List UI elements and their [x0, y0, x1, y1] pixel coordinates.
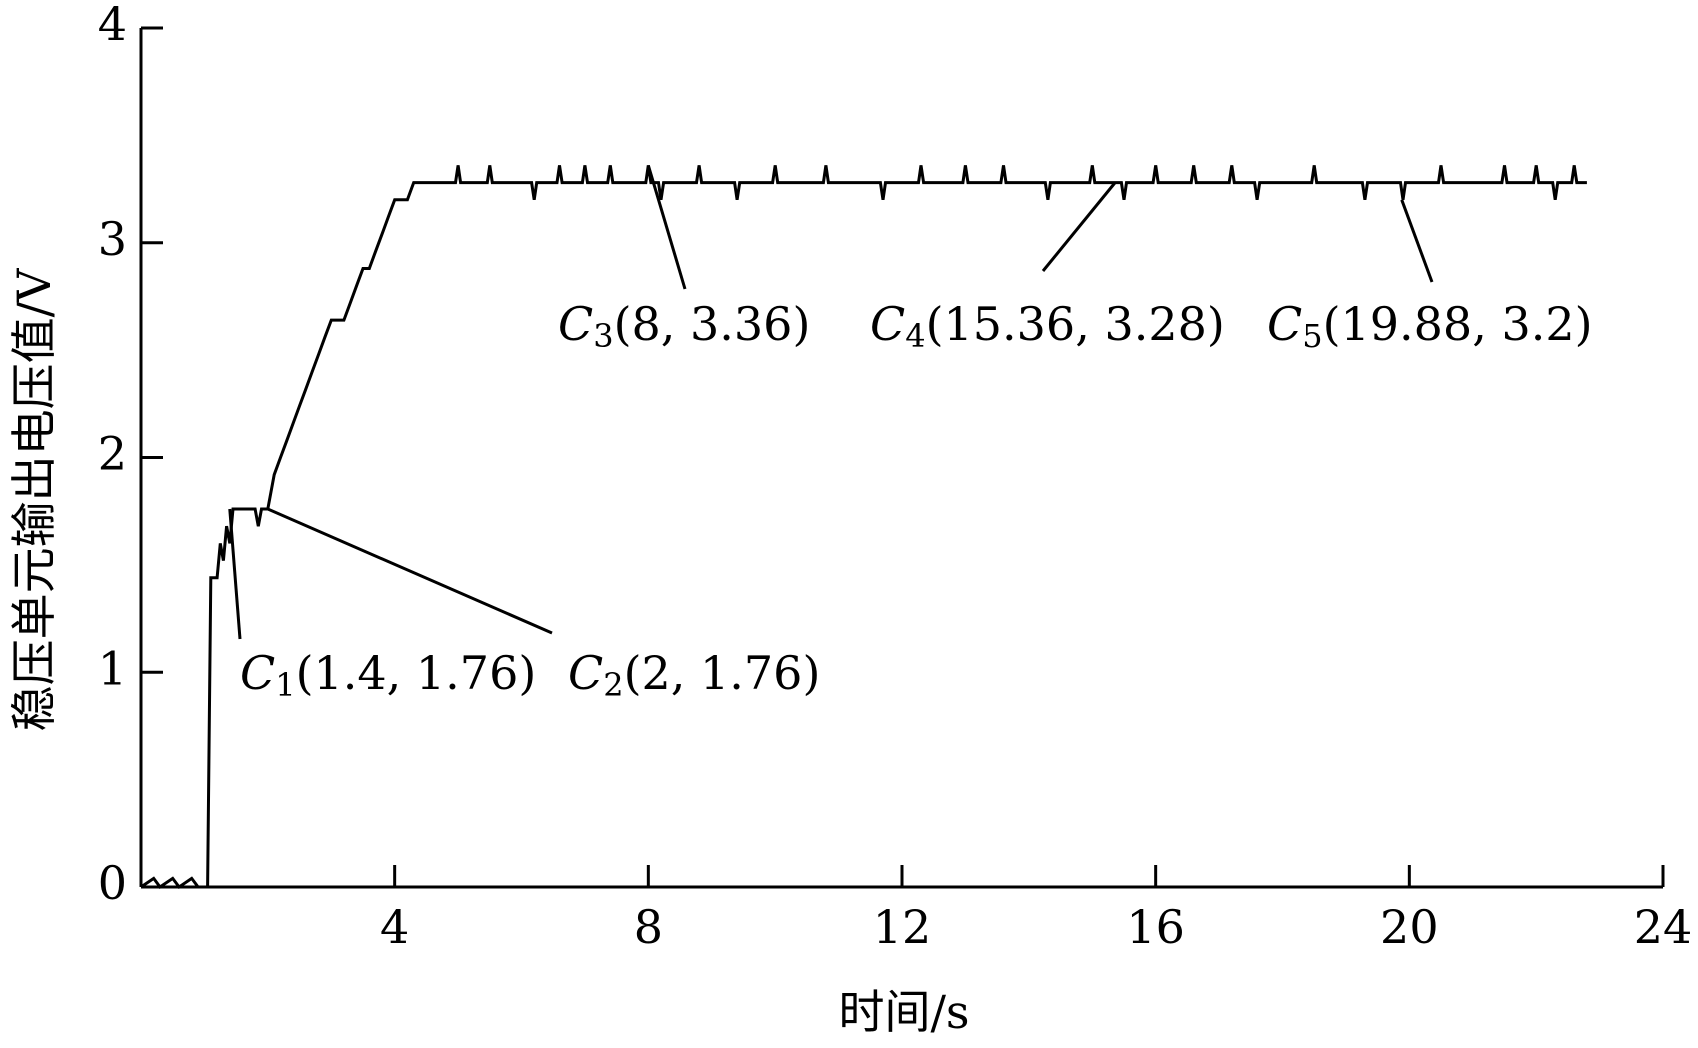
annotation-letter: C	[1267, 297, 1302, 351]
annotation-letter: C	[558, 297, 593, 351]
annotation-text: (19.88, 3.2)	[1323, 297, 1593, 351]
x-tick-label: 12	[873, 900, 932, 954]
annotation: C1(1.4, 1.76)	[240, 646, 536, 704]
annotation-subscript: 5	[1302, 317, 1322, 355]
y-tick-label: 3	[98, 212, 127, 266]
annotation-text: (15.36, 3.28)	[926, 297, 1225, 351]
annotation-leader	[646, 165, 687, 290]
annotation: C3(8, 3.36)	[558, 297, 810, 355]
annotation-text: (2, 1.76)	[624, 646, 821, 700]
annotation: C4(15.36, 3.28)	[870, 297, 1225, 355]
y-tick-label: 0	[98, 856, 127, 910]
x-tick-label: 24	[1634, 900, 1693, 954]
annotation-leader	[1400, 199, 1434, 283]
annotation-subscript: 2	[603, 666, 623, 704]
annotation-text: (1.4, 1.76)	[296, 646, 537, 700]
annotation: C5(19.88, 3.2)	[1267, 297, 1593, 355]
annotation-leader	[1041, 181, 1117, 272]
y-axis-label: 稳压单元输出电压值/V	[7, 268, 61, 731]
x-tick-label: 8	[634, 900, 663, 954]
annotation-subscript: 4	[905, 317, 925, 355]
annotation: C2(2, 1.76)	[568, 646, 820, 704]
y-tick-label: 2	[98, 427, 127, 481]
annotation-letter: C	[240, 646, 275, 700]
annotation-subscript: 3	[593, 317, 613, 355]
x-tick-label: 20	[1380, 900, 1439, 954]
x-tick-label: 4	[380, 900, 409, 954]
annotation-leader	[267, 507, 553, 635]
x-tick-label: 16	[1126, 900, 1185, 954]
y-tick-label: 1	[98, 641, 127, 695]
annotation-letter: C	[870, 297, 905, 351]
annotation-leader	[228, 508, 242, 640]
data-line	[140, 165, 1587, 890]
y-tick-label: 4	[98, 0, 127, 51]
annotation-text: (8, 3.36)	[614, 297, 811, 351]
annotation-subscript: 1	[275, 666, 295, 704]
x-axis-label: 时间/s	[838, 985, 969, 1039]
annotation-letter: C	[568, 646, 603, 700]
